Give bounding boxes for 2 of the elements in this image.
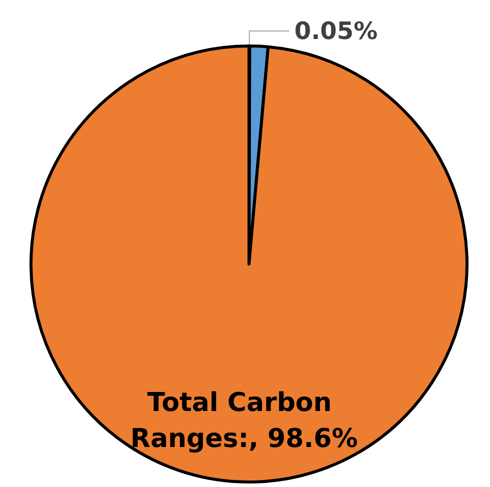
data-label: Total Carbon Ranges:, 98.6% xyxy=(130,388,358,454)
data-label: 0.05% xyxy=(294,17,378,45)
